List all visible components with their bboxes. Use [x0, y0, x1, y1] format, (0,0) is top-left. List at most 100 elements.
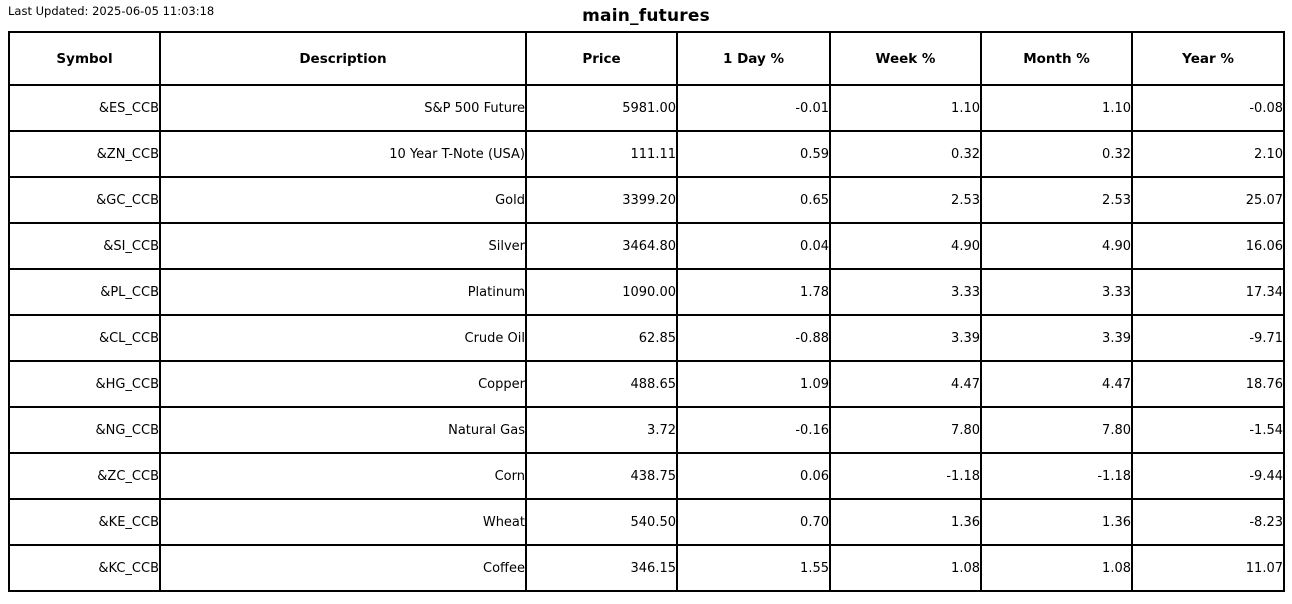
year-cell: 16.06	[1131, 222, 1285, 270]
symbol-cell: &KE_CCB	[8, 498, 161, 546]
year-cell: -0.08	[1131, 84, 1285, 132]
week-cell: -1.18	[829, 452, 982, 500]
desc-cell: Copper	[159, 360, 527, 408]
symbol-cell: &KC_CCB	[8, 544, 161, 592]
year-cell: 25.07	[1131, 176, 1285, 224]
year-cell: 18.76	[1131, 360, 1285, 408]
week-cell: 1.36	[829, 498, 982, 546]
column-header-symbol: Symbol	[8, 31, 161, 86]
table-row: &NG_CCB Natural Gas 3.72 -0.16 7.80 7.80 -1.54	[8, 406, 1285, 454]
day-cell: 0.06	[676, 452, 831, 500]
price-cell: 3464.80	[525, 222, 678, 270]
column-header-day: 1 Day %	[676, 31, 831, 86]
week-cell: 0.32	[829, 130, 982, 178]
year-cell: -1.54	[1131, 406, 1285, 454]
table-row: &HG_CCB Copper 488.65 1.09 4.47 4.47 18.76	[8, 360, 1285, 408]
week-cell: 4.90	[829, 222, 982, 270]
table-row: &CL_CCB Crude Oil 62.85 -0.88 3.39 3.39 -9.71	[8, 314, 1285, 362]
week-cell: 4.47	[829, 360, 982, 408]
symbol-cell: &ZC_CCB	[8, 452, 161, 500]
week-cell: 2.53	[829, 176, 982, 224]
month-cell: 3.33	[980, 268, 1133, 316]
desc-cell: Wheat	[159, 498, 527, 546]
price-cell: 438.75	[525, 452, 678, 500]
desc-cell: Corn	[159, 452, 527, 500]
year-cell: -9.44	[1131, 452, 1285, 500]
price-cell: 111.11	[525, 130, 678, 178]
price-cell: 488.65	[525, 360, 678, 408]
month-cell: 1.10	[980, 84, 1133, 132]
day-cell: 0.65	[676, 176, 831, 224]
symbol-cell: &ES_CCB	[8, 84, 161, 132]
table-row: &KE_CCB Wheat 540.50 0.70 1.36 1.36 -8.23	[8, 498, 1285, 546]
column-header-desc: Description	[159, 31, 527, 86]
year-cell: 11.07	[1131, 544, 1285, 592]
week-cell: 7.80	[829, 406, 982, 454]
day-cell: -0.88	[676, 314, 831, 362]
year-cell: 2.10	[1131, 130, 1285, 178]
month-cell: 0.32	[980, 130, 1133, 178]
week-cell: 1.10	[829, 84, 982, 132]
desc-cell: Crude Oil	[159, 314, 527, 362]
table-row: &PL_CCB Platinum 1090.00 1.78 3.33 3.33 17.34	[8, 268, 1285, 316]
year-cell: -8.23	[1131, 498, 1285, 546]
column-header-week: Week %	[829, 31, 982, 86]
table-row: &ES_CCB S&P 500 Future 5981.00 -0.01 1.10 1.1…	[8, 84, 1285, 132]
desc-cell: S&P 500 Future	[159, 84, 527, 132]
symbol-cell: &PL_CCB	[8, 268, 161, 316]
month-cell: 7.80	[980, 406, 1133, 454]
day-cell: 1.78	[676, 268, 831, 316]
week-cell: 1.08	[829, 544, 982, 592]
table-row: &SI_CCB Silver 3464.80 0.04 4.90 4.90 16.06	[8, 222, 1285, 270]
day-cell: -0.01	[676, 84, 831, 132]
symbol-cell: &NG_CCB	[8, 406, 161, 454]
desc-cell: Gold	[159, 176, 527, 224]
desc-cell: Platinum	[159, 268, 527, 316]
day-cell: 1.55	[676, 544, 831, 592]
desc-cell: Coffee	[159, 544, 527, 592]
month-cell: 1.08	[980, 544, 1133, 592]
month-cell: 1.36	[980, 498, 1133, 546]
desc-cell: Silver	[159, 222, 527, 270]
table-row: &KC_CCB Coffee 346.15 1.55 1.08 1.08 11.07	[8, 544, 1285, 592]
symbol-cell: &GC_CCB	[8, 176, 161, 224]
day-cell: 1.09	[676, 360, 831, 408]
table-body: &ES_CCB S&P 500 Future 5981.00 -0.01 1.10 1.1…	[8, 84, 1285, 592]
week-cell: 3.39	[829, 314, 982, 362]
month-cell: 3.39	[980, 314, 1133, 362]
price-cell: 346.15	[525, 544, 678, 592]
last-updated-timestamp: Last Updated: 2025-06-05 11:03:18	[8, 4, 215, 18]
price-cell: 3.72	[525, 406, 678, 454]
week-cell: 3.33	[829, 268, 982, 316]
day-cell: 0.04	[676, 222, 831, 270]
futures-table: Symbol Description Price 1 Day % Week % Month…	[8, 31, 1285, 592]
symbol-cell: &SI_CCB	[8, 222, 161, 270]
day-cell: 0.59	[676, 130, 831, 178]
month-cell: 4.47	[980, 360, 1133, 408]
price-cell: 62.85	[525, 314, 678, 362]
month-cell: 2.53	[980, 176, 1133, 224]
column-header-price: Price	[525, 31, 678, 86]
day-cell: 0.70	[676, 498, 831, 546]
price-cell: 3399.20	[525, 176, 678, 224]
month-cell: 4.90	[980, 222, 1133, 270]
symbol-cell: &CL_CCB	[8, 314, 161, 362]
year-cell: 17.34	[1131, 268, 1285, 316]
year-cell: -9.71	[1131, 314, 1285, 362]
column-header-year: Year %	[1131, 31, 1285, 86]
page-title: main_futures	[582, 6, 710, 26]
day-cell: -0.16	[676, 406, 831, 454]
table-row: &ZC_CCB Corn 438.75 0.06 -1.18 -1.18 -9.44	[8, 452, 1285, 500]
symbol-cell: &ZN_CCB	[8, 130, 161, 178]
table-row: &ZN_CCB 10 Year T-Note (USA) 111.11 0.59 0.3…	[8, 130, 1285, 178]
price-cell: 540.50	[525, 498, 678, 546]
table-header-row: Symbol Description Price 1 Day % Week % Month…	[8, 31, 1285, 86]
price-cell: 5981.00	[525, 84, 678, 132]
table-row: &GC_CCB Gold 3399.20 0.65 2.53 2.53 25.07	[8, 176, 1285, 224]
symbol-cell: &HG_CCB	[8, 360, 161, 408]
desc-cell: Natural Gas	[159, 406, 527, 454]
month-cell: -1.18	[980, 452, 1133, 500]
desc-cell: 10 Year T-Note (USA)	[159, 130, 527, 178]
column-header-month: Month %	[980, 31, 1133, 86]
